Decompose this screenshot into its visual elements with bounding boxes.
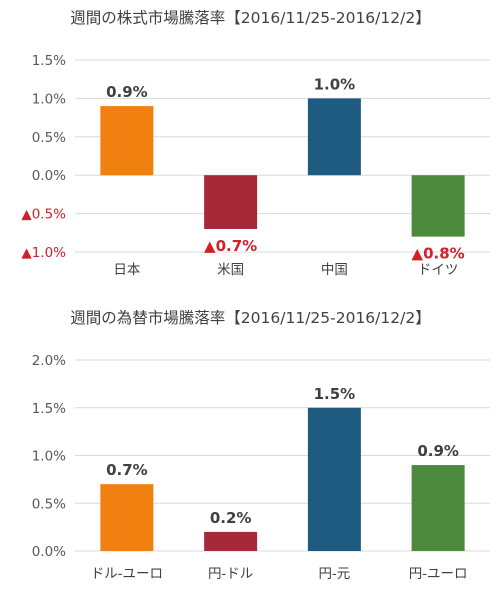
category-label: 日本 xyxy=(113,262,140,278)
data-label: 0.9% xyxy=(106,83,148,101)
data-label: 0.2% xyxy=(210,509,252,527)
bar xyxy=(411,175,465,237)
fx-chart-plot: 2.0% 1.5% 1.0% 0.5% 0.0% 0.7% ドル-ユーロ 0.2% 円-ドル 1.… xyxy=(32,353,490,582)
data-label: ▲0.8% xyxy=(412,245,465,263)
y-tick-label: 2.0% xyxy=(32,353,66,369)
y-tick-label: 1.5% xyxy=(32,401,66,417)
category-label: ドル-ユーロ xyxy=(91,566,163,582)
y-tick-label: ▲1.0% xyxy=(21,245,66,261)
y-tick-label: ▲0.5% xyxy=(21,207,66,223)
data-label: 0.7% xyxy=(106,461,148,479)
data-label: ▲0.7% xyxy=(204,237,257,255)
y-tick-label: 0.0% xyxy=(32,168,66,184)
y-tick-label: 0.0% xyxy=(32,544,66,560)
y-tick-label: 1.0% xyxy=(32,449,66,465)
data-label: 0.9% xyxy=(417,442,459,460)
bar xyxy=(411,465,465,551)
fx-market-chart: 週間の為替市場騰落率【2016/11/25-2016/12/2】 2.0% 1.5… xyxy=(0,300,501,600)
category-label: 円-ドル xyxy=(208,566,253,582)
chart-title: 週間の為替市場騰落率【2016/11/25-2016/12/2】 xyxy=(70,309,431,327)
category-label: 円-ユーロ xyxy=(409,566,468,582)
stock-chart-plot: 1.5% 1.0% 0.5% 0.0% ▲0.5% ▲1.0% 0.9% 日本 ▲0.7% 米国 1… xyxy=(21,53,490,278)
category-label: 中国 xyxy=(321,262,348,278)
category-label: 円-元 xyxy=(318,566,350,582)
stock-market-chart: 週間の株式市場騰落率【2016/11/25-2016/12/2】 1.5% 1.0… xyxy=(21,9,490,278)
y-tick-label: 0.5% xyxy=(32,130,66,146)
bar xyxy=(100,106,154,176)
bar xyxy=(307,407,361,551)
data-label: 1.0% xyxy=(314,75,356,93)
bar xyxy=(204,531,258,551)
y-tick-label: 1.0% xyxy=(32,91,66,107)
bar xyxy=(204,175,258,229)
chart-title: 週間の株式市場騰落率【2016/11/25-2016/12/2】 xyxy=(70,9,431,27)
category-label: ドイツ xyxy=(418,262,459,278)
y-tick-label: 0.5% xyxy=(32,496,66,512)
data-label: 1.5% xyxy=(314,385,356,403)
y-tick-label: 1.5% xyxy=(32,53,66,69)
bar xyxy=(307,98,361,176)
category-label: 米国 xyxy=(217,262,244,278)
bar xyxy=(100,484,154,551)
